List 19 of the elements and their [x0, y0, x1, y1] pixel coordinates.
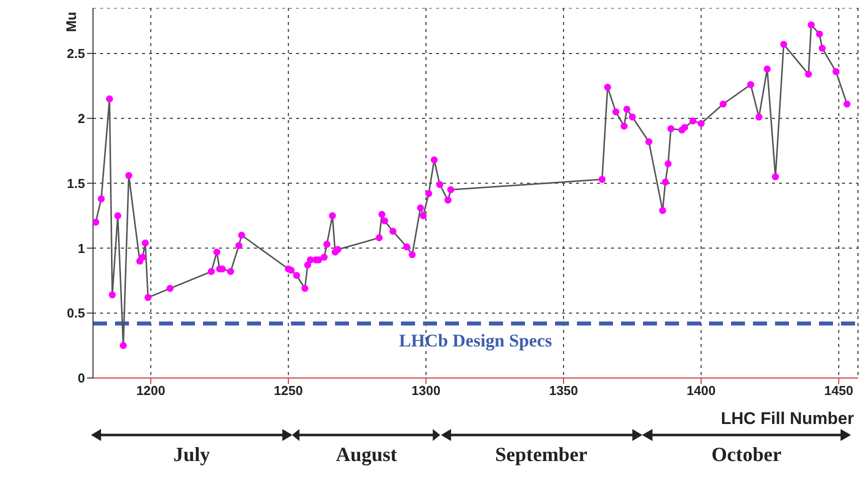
y-tick-label: 0.5	[66, 306, 85, 321]
text: August	[334, 444, 398, 467]
text: July	[172, 444, 212, 467]
y-tick-label: 0	[78, 370, 85, 386]
y-tick-label: 2	[78, 110, 85, 126]
x-tick-label: 1450	[824, 383, 854, 398]
x-tick-label: 1250	[274, 383, 303, 398]
y-tick-label: 2.5	[66, 46, 85, 62]
text: September	[494, 444, 588, 467]
y-tick-label: 1	[78, 240, 85, 256]
ref-line-label: LHCb Design Specs	[398, 330, 552, 350]
x-tick-label: 1400	[686, 383, 716, 398]
text: October	[710, 444, 782, 467]
x-tick-label: 1300	[412, 383, 440, 398]
y-tick-label: 1.5	[66, 176, 85, 191]
y-axis-title: Mu	[62, 12, 79, 32]
x-tick-label: 1200	[136, 383, 166, 398]
x-axis-title: LHC Fill Number	[720, 409, 854, 428]
x-tick-label: 1350	[549, 383, 578, 398]
